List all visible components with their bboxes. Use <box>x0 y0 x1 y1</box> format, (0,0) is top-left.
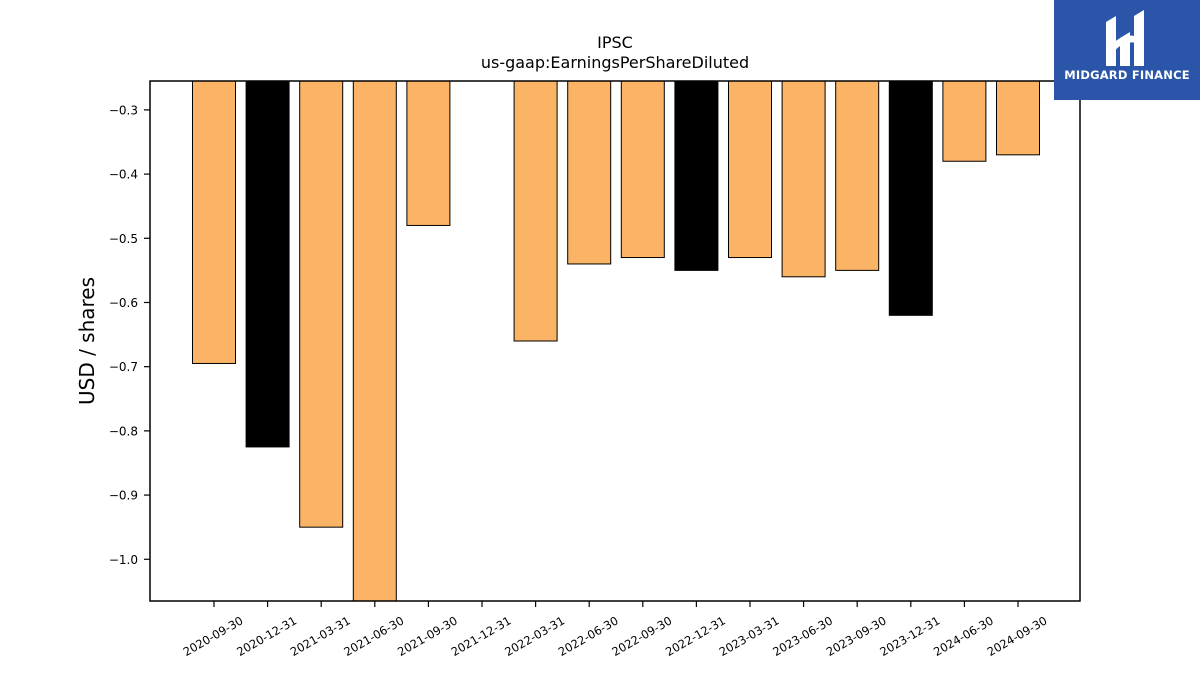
x-tick-label: 2024-09-30 <box>985 613 1050 659</box>
plot-frame <box>149 80 1081 602</box>
bar-2024-06-30 <box>942 80 987 162</box>
x-tick-label: 2021-12-31 <box>449 613 514 659</box>
y-tick-label: −0.8 <box>109 424 138 438</box>
x-tick-label: 2022-12-31 <box>663 613 728 659</box>
y-axis: −0.3 −0.4 −0.5 −0.6 −0.7 −0.8 −0.9 −1.0 <box>109 103 150 567</box>
x-tick-label: 2024-06-30 <box>931 613 996 659</box>
x-tick-label: 2020-12-31 <box>234 613 299 659</box>
bar-2021-03-31 <box>299 80 344 528</box>
y-tick-label: −0.6 <box>109 296 138 310</box>
x-tick-label: 2022-06-30 <box>556 613 621 659</box>
bar-2023-09-30 <box>835 80 880 271</box>
bar-2024-09-30 <box>996 80 1040 156</box>
bar-2020-12-31 <box>245 80 290 448</box>
bar-2022-03-31 <box>513 80 558 342</box>
y-tick-label: −1.0 <box>109 553 138 567</box>
bar-2023-06-30 <box>781 80 826 278</box>
y-tick-label: −0.4 <box>109 168 138 182</box>
bar-2022-12-31 <box>674 80 719 271</box>
bar-2023-03-31 <box>728 80 772 259</box>
bars-group <box>192 80 1040 602</box>
x-tick-label: 2020-09-30 <box>181 613 246 659</box>
bar-2022-06-30 <box>567 80 612 265</box>
chart-title: IPSC <box>597 33 633 52</box>
x-tick-label: 2022-09-30 <box>609 613 674 659</box>
y-axis-label: USD / shares <box>75 277 99 405</box>
x-tick-label: 2021-06-30 <box>341 613 406 659</box>
logo-mark-icon <box>1106 10 1144 66</box>
y-tick-label: −0.5 <box>109 232 138 246</box>
bar-2023-12-31 <box>888 80 933 316</box>
x-tick-label: 2023-06-30 <box>770 613 835 659</box>
y-tick-label: −0.7 <box>109 360 138 374</box>
x-tick-label: 2021-03-31 <box>288 613 353 659</box>
x-tick-label: 2022-03-31 <box>502 613 567 659</box>
x-tick-label: 2023-03-31 <box>717 613 782 659</box>
midgard-finance-logo: MIDGARD FINANCE <box>1054 0 1200 100</box>
x-tick-label: 2023-12-31 <box>877 613 942 659</box>
logo-text: MIDGARD FINANCE <box>1064 68 1190 82</box>
x-tick-label: 2021-09-30 <box>395 613 460 659</box>
x-tick-label: 2023-09-30 <box>824 613 889 659</box>
y-tick-label: −0.9 <box>109 489 138 503</box>
x-axis: 2020-09-302020-12-312021-03-312021-06-30… <box>181 601 1050 659</box>
bar-2021-06-30 <box>352 80 397 602</box>
bar-2020-09-30 <box>192 80 236 364</box>
bar-2021-09-30 <box>406 80 451 226</box>
chart-subtitle: us-gaap:EarningsPerShareDiluted <box>481 53 749 72</box>
bar-2022-09-30 <box>620 80 665 259</box>
y-tick-label: −0.3 <box>109 103 138 117</box>
